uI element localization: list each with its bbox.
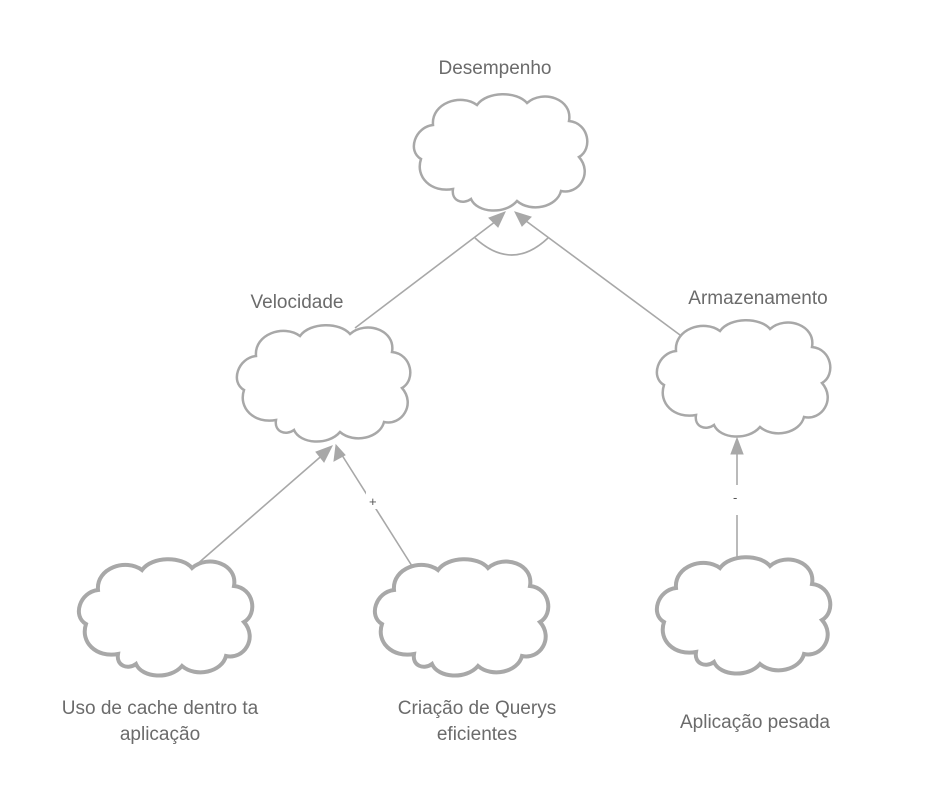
contribution-label-negative: -	[733, 490, 737, 505]
goal-label-pesada: Aplicação pesada	[680, 712, 830, 733]
goal-label-velocidade: Velocidade	[250, 292, 344, 313]
arrowhead-icon	[514, 211, 532, 227]
softgoal-queries-cloud[interactable]	[372, 557, 551, 678]
arrowhead-icon	[488, 211, 506, 228]
softgoal-cache-cloud[interactable]	[76, 557, 255, 678]
goal-label-queries: Criação de Querys eficientes	[397, 698, 557, 745]
arrowhead-icon	[730, 436, 744, 455]
softgoal-desempenho-cloud[interactable]	[412, 92, 589, 212]
softgoal-velocidade-cloud[interactable]	[235, 323, 412, 443]
and-decomposition-arc	[474, 237, 549, 256]
goal-label-desempenho: Desempenho	[438, 58, 552, 79]
arrowhead-icon	[315, 445, 334, 463]
edge-velocidade-desempenho	[354, 217, 501, 329]
softgoal-pesada-cloud[interactable]	[654, 555, 833, 676]
softgoal-armazenamento-cloud[interactable]	[655, 318, 832, 438]
contribution-label-positive: +	[369, 494, 377, 509]
goal-label-armazenamento: Armazenamento	[688, 288, 828, 309]
edge-armazenamento-desempenho	[521, 217, 681, 336]
goal-label-cache: Uso de cache dentro ta aplicação	[61, 698, 259, 745]
arrowhead-icon	[333, 443, 346, 462]
edge-cache-velocidade	[194, 451, 327, 567]
